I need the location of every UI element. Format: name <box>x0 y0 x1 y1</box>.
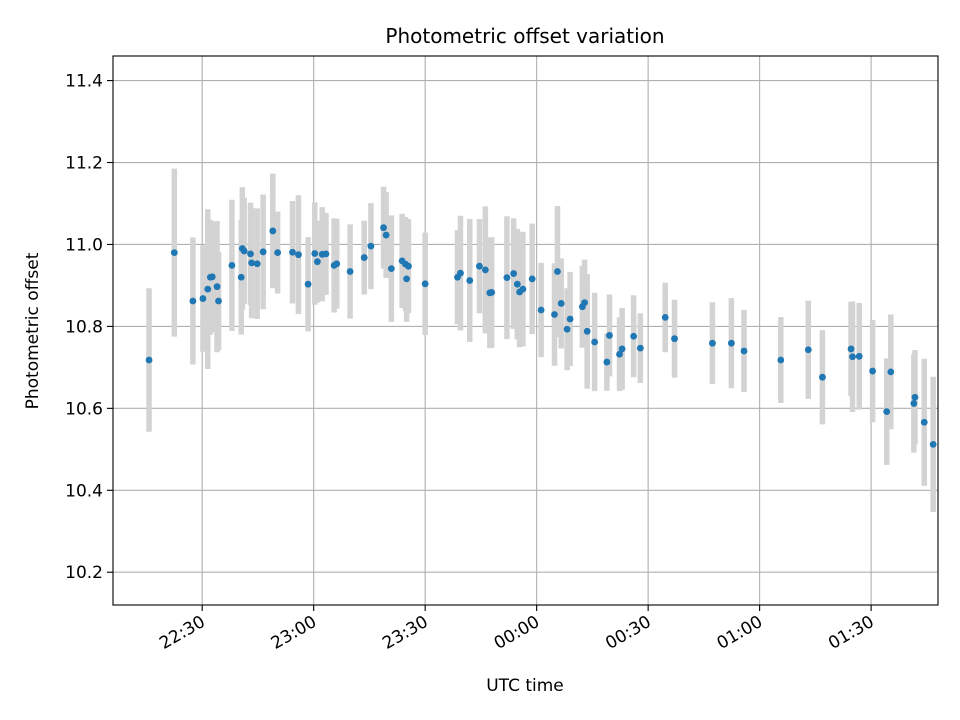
data-point <box>322 250 330 258</box>
data-point <box>213 283 221 291</box>
data-point <box>883 408 891 416</box>
data-point <box>333 260 341 268</box>
data-point <box>636 344 644 352</box>
y-tick-label: 11.2 <box>65 154 103 174</box>
y-axis-ticks: 10.2 10.4 10.6 10.8 11.0 11.2 11.4 <box>65 72 113 583</box>
data-point <box>466 277 474 284</box>
data-point <box>528 275 536 283</box>
y-tick-label: 11.0 <box>65 235 103 255</box>
data-point <box>346 268 354 275</box>
data-point <box>554 268 561 275</box>
data-point <box>421 280 429 288</box>
data-point <box>289 248 296 256</box>
data-point <box>551 311 558 318</box>
data-point <box>910 400 918 407</box>
data-point <box>145 356 153 364</box>
data-point <box>513 280 521 288</box>
y-axis-title: Photometric offset <box>23 252 43 409</box>
data-point <box>199 295 207 302</box>
data-point <box>274 249 282 257</box>
data-point <box>295 251 302 259</box>
data-point <box>603 358 611 366</box>
data-point <box>563 325 571 333</box>
data-point <box>313 258 321 266</box>
data-point <box>581 299 588 307</box>
data-point <box>382 231 390 239</box>
y-tick-label: 10.6 <box>65 399 103 419</box>
plot-frame <box>112 55 939 606</box>
data-point <box>367 242 375 250</box>
data-point <box>616 350 623 358</box>
data-point <box>405 262 412 270</box>
data-point <box>510 270 518 277</box>
data-point <box>259 248 267 256</box>
data-point <box>189 297 197 305</box>
data-point <box>591 338 599 346</box>
data-point <box>869 367 876 375</box>
data-point <box>503 274 511 282</box>
data-point <box>855 352 863 360</box>
data-point <box>929 440 937 448</box>
data-point <box>887 368 895 376</box>
data-point <box>804 346 812 354</box>
data-point <box>488 288 496 296</box>
y-tick-label: 10.8 <box>65 317 103 337</box>
data-point <box>661 313 669 321</box>
data-point <box>740 347 748 355</box>
chart-title: Photometric offset variation <box>385 24 664 48</box>
data-point <box>237 273 245 281</box>
data-point <box>920 418 928 426</box>
data-point <box>240 247 248 255</box>
data-point <box>311 250 319 257</box>
data-point <box>911 393 919 401</box>
data-point <box>618 345 626 353</box>
data-point <box>476 262 483 270</box>
data-point <box>457 269 464 277</box>
y-tick-label: 10.2 <box>65 563 103 583</box>
data-point <box>208 273 216 281</box>
data-point <box>387 265 395 273</box>
data-point <box>630 332 638 340</box>
data-point <box>248 259 256 267</box>
data-point <box>537 306 545 314</box>
data-point <box>403 275 410 283</box>
data-point <box>269 227 277 235</box>
data-point <box>727 339 735 347</box>
data-point <box>557 300 565 307</box>
data-point <box>819 373 826 381</box>
data-point <box>849 353 856 361</box>
data-point <box>380 224 387 232</box>
data-point <box>215 297 222 305</box>
data-point <box>709 339 716 347</box>
data-point <box>170 249 178 257</box>
data-point <box>481 266 489 274</box>
data-point <box>519 285 527 293</box>
data-point <box>204 285 212 293</box>
data-point <box>671 335 678 343</box>
data-point <box>566 315 574 323</box>
data-point <box>247 250 254 258</box>
data-point <box>253 260 261 268</box>
data-point <box>228 261 236 269</box>
data-point <box>583 327 591 335</box>
x-axis-title: UTC time <box>486 676 564 696</box>
y-tick-label: 10.4 <box>65 481 103 501</box>
data-point <box>847 345 855 353</box>
data-point <box>304 280 312 288</box>
data-point <box>360 254 368 261</box>
data-point <box>606 332 613 339</box>
y-tick-label: 11.4 <box>65 72 103 92</box>
data-point <box>777 356 785 364</box>
data-points <box>145 224 937 448</box>
